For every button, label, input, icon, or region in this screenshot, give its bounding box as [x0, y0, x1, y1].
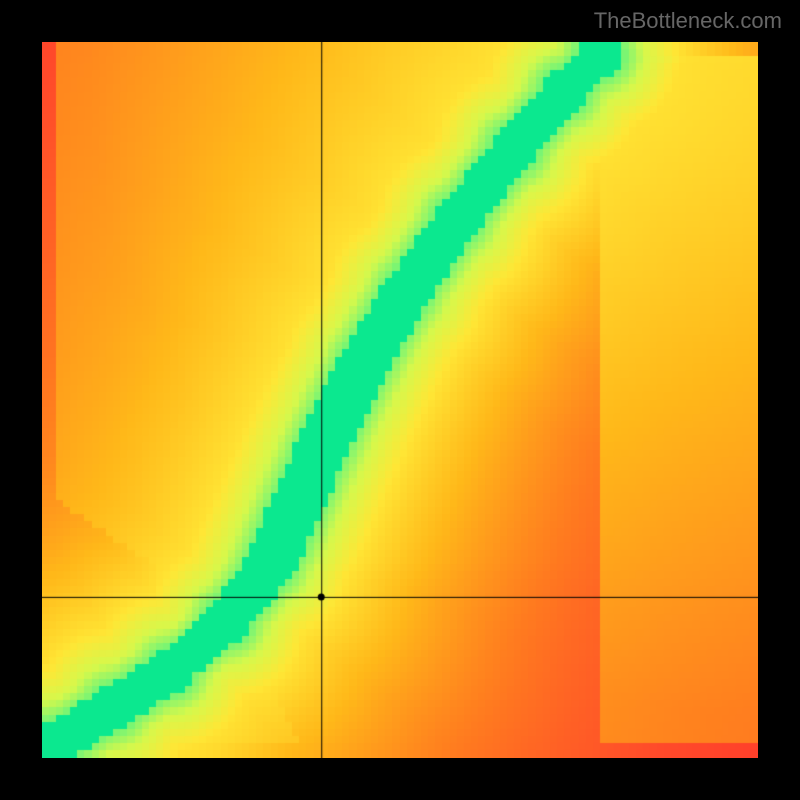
watermark-text: TheBottleneck.com — [594, 8, 782, 34]
chart-container: TheBottleneck.com — [0, 0, 800, 800]
heatmap-canvas — [42, 42, 758, 758]
heatmap-plot — [42, 42, 758, 758]
